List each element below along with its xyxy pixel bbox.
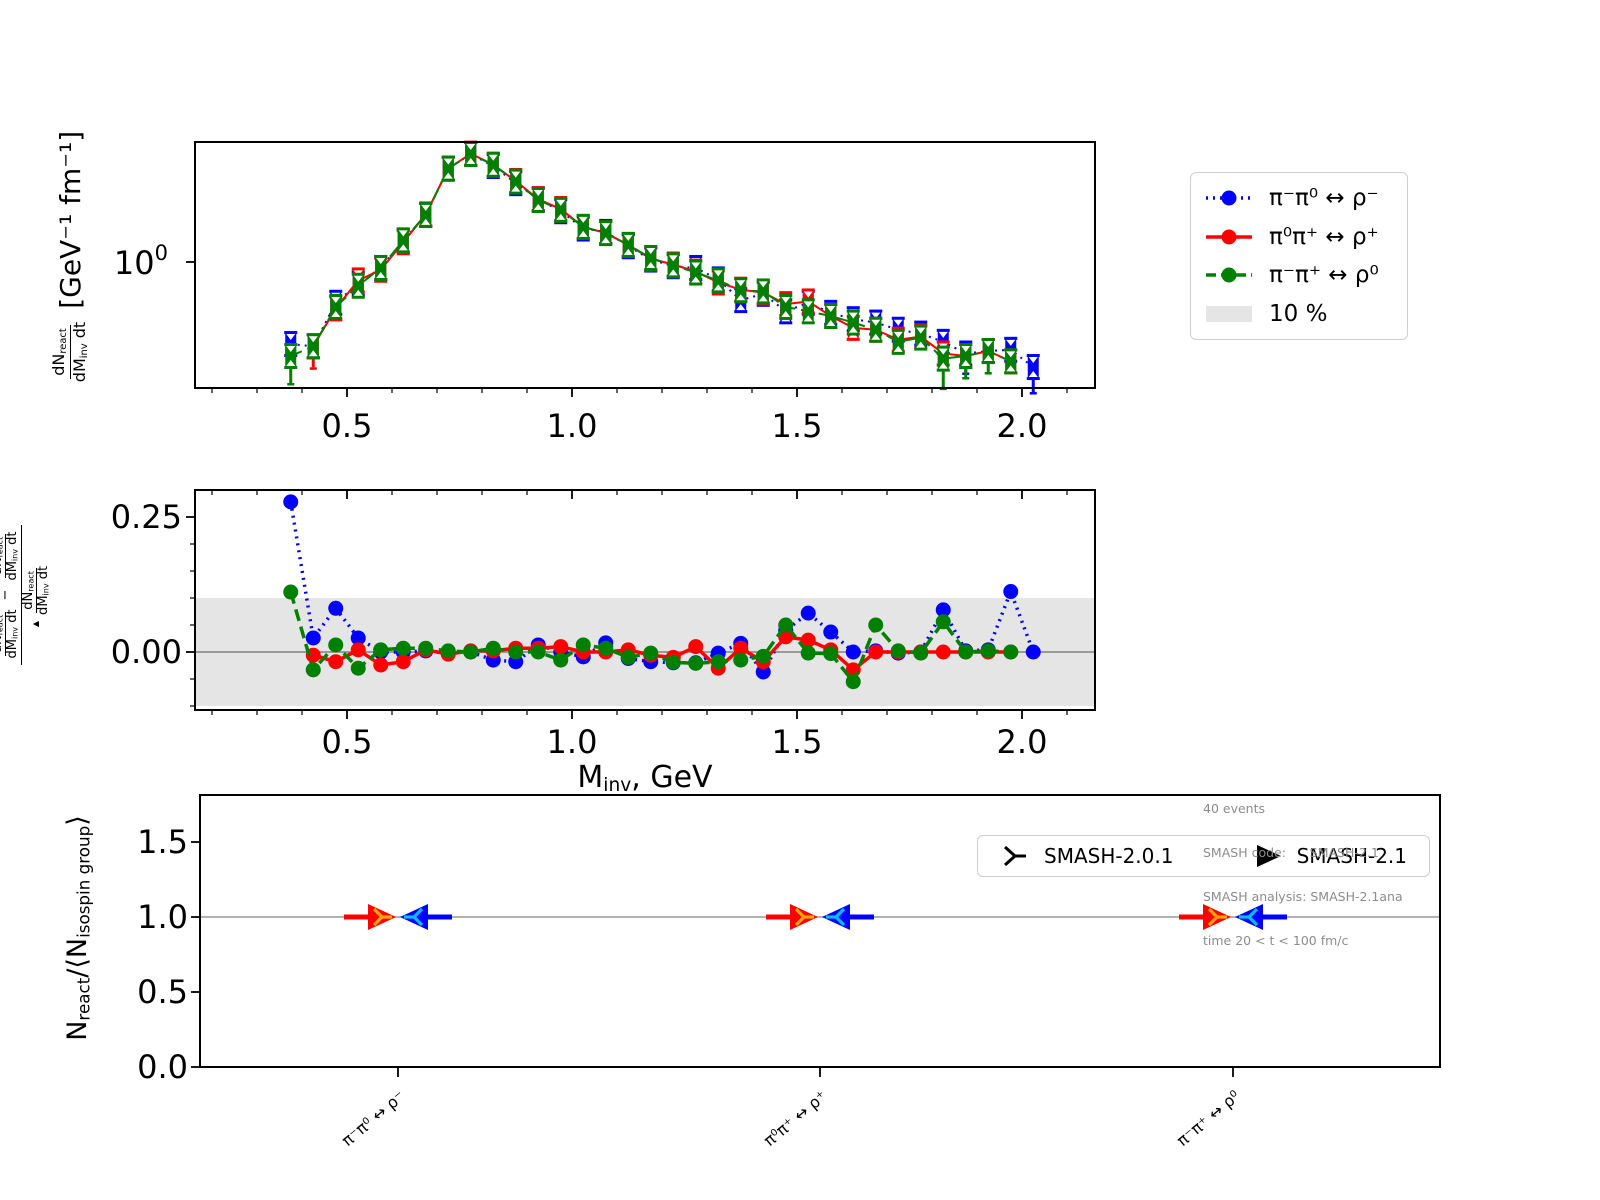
tick-label: 1.5 [772,407,823,445]
tri-marker-icon [1003,845,1026,867]
tick-label: 2.0 [997,407,1048,445]
tick-label: 0.25 [111,498,182,536]
tick-label: π⁰π⁺ ↔ ρ⁺ [760,1087,831,1151]
tick-label: 1.5 [772,723,823,761]
legend-label-smash-201: SMASH-2.0.1 [1044,844,1174,868]
tick-label: 1.5 [137,823,188,861]
annotation-events: 40 events [1203,800,1265,816]
annotation-code: SMASH code: SMASH-2.1 [1203,844,1379,860]
tick-label: 2.0 [997,723,1048,761]
legend-marker-gray-band [1206,305,1252,322]
deviation-formula: dNreact dMinv dt − dNreact dMinv dt ▲ dN… [0,525,51,665]
top-ylabel-units: [GeV⁻¹ fm⁻¹] [53,130,87,309]
legend-marker-green-dashed [1206,267,1252,283]
legend-item-rho-zero: π⁻π⁺ ↔ ρ⁰ [1203,262,1395,288]
legend-versions: SMASH-2.0.1 SMASH-2.1 [977,835,1430,877]
tick-label: 0.5 [322,723,373,761]
log-tick-label: 100 [114,241,168,282]
top-axes-frame [194,141,1096,389]
top-ylabel-fraction: dNreact dMinv dt [48,321,90,383]
triangle-marker: ▲ [30,620,40,628]
tick-label: 0.00 [111,633,182,671]
ratio-marker-group-2 [1179,904,1287,930]
ratio-marker-group-0 [344,904,452,930]
tick-label: 0.5 [137,973,188,1011]
middle-y-axis-label: dNreact dMinv dt − dNreact dMinv dt ▲ dN… [0,460,56,730]
legend-label: π⁻π⁰ ↔ ρ⁻ [1269,185,1379,212]
legend-reactions: π⁻π⁰ ↔ ρ⁻ π⁰π⁺ ↔ ρ⁺ π⁻π⁺ ↔ ρ⁰ 10 % [1190,172,1408,340]
legend-label: π⁰π⁺ ↔ ρ⁺ [1269,223,1379,250]
annotation-analysis: SMASH analysis: SMASH-2.1ana [1203,889,1403,904]
tick-label: 0.0 [137,1048,188,1086]
tick-label: 1.0 [547,723,598,761]
middle-axes [195,490,1095,710]
legend-label: π⁻π⁺ ↔ ρ⁰ [1269,262,1379,289]
top-y-axis-label: dNreact dMinv dt [GeV⁻¹ fm⁻¹] [38,88,102,428]
annotation-time: time 20 < t < 100 fm/c [1203,933,1349,949]
legend-item-rho-plus: π⁰π⁺ ↔ ρ⁺ [1203,224,1395,250]
legend-marker-red-solid [1206,229,1252,245]
legend-label: 10 % [1269,300,1328,327]
tick-label: 0.5 [322,407,373,445]
x-axis-label: Minv, GeV [577,760,713,796]
top-axes [195,142,1095,388]
legend-item-band: 10 % [1203,301,1395,327]
top-series-2 [284,141,1018,391]
ratio-marker-group-1 [766,904,874,930]
run-metadata: 40 events SMASH code: SMASH-2.1 SMASH an… [1203,772,1403,979]
middle-series-2 [283,584,1019,690]
tick-label: π⁻π⁺ ↔ ρ⁰ [1173,1087,1244,1151]
triangle-right-icon [1256,845,1281,867]
tick-label: 1.0 [547,407,598,445]
legend-marker-blue-dotted [1206,190,1252,206]
tick-label: π⁻π⁰ ↔ ρ⁻ [338,1087,409,1151]
middle-axes-frame [194,489,1096,711]
bottom-y-axis-label: Nreact/⟨Nisospin group⟩ [62,815,94,1041]
legend-label-smash-21: SMASH-2.1 [1296,844,1407,868]
legend-item-rho-minus: π⁻π⁰ ↔ ρ⁻ [1203,185,1395,211]
tick-label: 1.0 [137,898,188,936]
